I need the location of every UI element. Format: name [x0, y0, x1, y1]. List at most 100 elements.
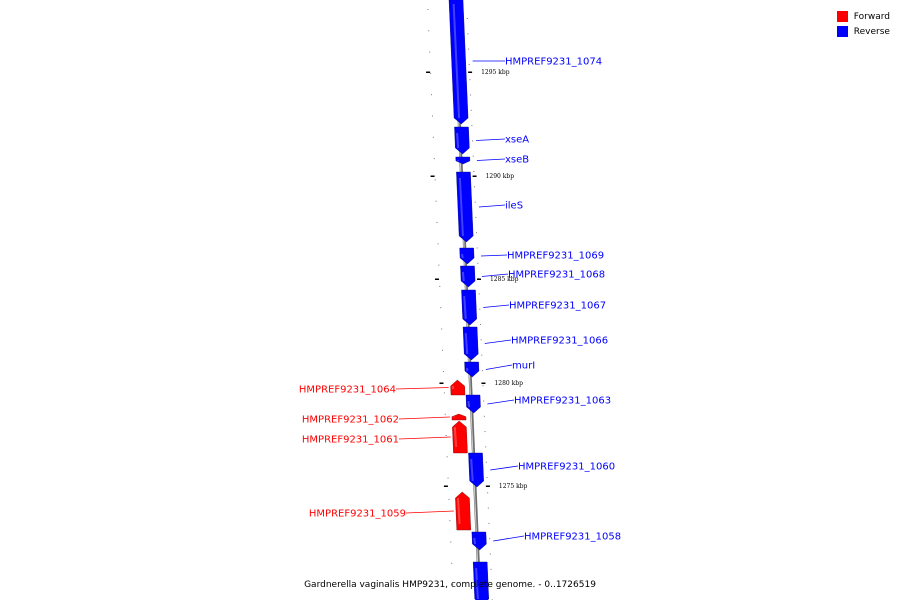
gene-feature[interactable]: HMPREF9231_1066	[462, 326, 608, 361]
gene-label[interactable]: HMPREF9231_1074	[505, 57, 602, 68]
kbp-tick-label: 1295 kbp	[481, 69, 510, 76]
forward-gene-arrow[interactable]	[455, 491, 471, 531]
legend-forward[interactable]: Forward	[836, 9, 890, 24]
gene-label[interactable]: HMPREF9231_1064	[299, 385, 396, 396]
reverse-gene-arrow[interactable]	[465, 394, 481, 414]
reverse-gene-arrow[interactable]	[464, 361, 480, 378]
major-tick	[434, 278, 439, 280]
minor-tick	[427, 9, 429, 10]
gene-feature[interactable]: HMPREF9231_1074	[448, 0, 602, 125]
gene-feature[interactable]: murI	[464, 361, 536, 378]
minor-tick	[472, 140, 474, 142]
minor-tick	[477, 262, 479, 264]
gene-feature[interactable]: xseB	[455, 155, 530, 166]
gene-feature[interactable]	[472, 561, 489, 600]
gene-feature[interactable]: HMPREF9231_1068	[460, 265, 605, 288]
gene-shading	[452, 3, 461, 119]
minor-tick	[450, 541, 452, 543]
minor-tick	[440, 307, 442, 309]
gene-feature[interactable]: HMPREF9231_1058	[471, 531, 621, 551]
minor-tick	[445, 435, 447, 436]
major-tick	[430, 175, 435, 177]
gene-label[interactable]: HMPREF9231_1061	[302, 435, 399, 446]
ruler-ticks	[426, 9, 493, 600]
reverse-gene-arrow[interactable]	[460, 265, 476, 288]
gene-feature[interactable]: ileS	[456, 171, 523, 243]
minor-tick	[476, 247, 478, 249]
forward-gene-arrow[interactable]	[450, 379, 466, 396]
minor-tick	[430, 72, 432, 74]
gene-label[interactable]: ileS	[505, 201, 523, 212]
minor-tick	[483, 400, 485, 402]
gene-feature[interactable]: HMPREF9231_1067	[461, 289, 606, 326]
reverse-gene-arrow[interactable]	[461, 289, 477, 326]
reverse-gene-arrow[interactable]	[454, 126, 470, 155]
gene-label[interactable]: HMPREF9231_1062	[302, 415, 399, 426]
gene-leader-line	[481, 273, 509, 277]
gene-label[interactable]: HMPREF9231_1059	[309, 509, 406, 520]
legend-forward-label: Forward	[853, 11, 890, 22]
gene-feature[interactable]: HMPREF9231_1059	[309, 491, 471, 531]
reverse-gene-arrow[interactable]	[472, 561, 489, 600]
gene-label[interactable]: murI	[512, 361, 535, 372]
reverse-gene-arrow[interactable]	[456, 171, 474, 243]
reverse-gene-arrow[interactable]	[462, 326, 479, 361]
minor-tick	[468, 63, 470, 65]
gene-label[interactable]: HMPREF9231_1058	[524, 532, 621, 543]
reverse-gene-arrow[interactable]	[468, 452, 484, 488]
gene-label[interactable]: HMPREF9231_1067	[509, 301, 606, 312]
gene-label[interactable]: HMPREF9231_1060	[518, 462, 615, 473]
gene-shading	[475, 567, 479, 600]
gene-shading	[461, 271, 465, 282]
minor-tick	[491, 584, 493, 586]
legend-reverse-label: Reverse	[853, 26, 890, 37]
minor-tick	[438, 264, 440, 266]
reverse-gene-arrow[interactable]	[459, 247, 475, 265]
reverse-gene-arrow[interactable]	[455, 156, 471, 165]
gene-feature[interactable]: HMPREF9231_1064	[299, 379, 466, 396]
strand-legend: Forward Reverse	[836, 9, 890, 39]
forward-gene-arrow[interactable]	[452, 420, 468, 454]
gene-feature[interactable]: HMPREF9231_1069	[459, 247, 604, 265]
minor-tick	[473, 171, 475, 172]
minor-tick	[480, 339, 482, 341]
minor-tick	[447, 477, 449, 479]
gene-feature[interactable]: HMPREF9231_1062	[302, 413, 467, 426]
minor-tick	[439, 285, 441, 287]
gene-shading	[456, 497, 461, 525]
gene-label[interactable]: HMPREF9231_1063	[514, 396, 611, 407]
gene-label[interactable]: xseA	[505, 135, 529, 146]
minor-tick	[479, 324, 481, 325]
gene-label[interactable]: HMPREF9231_1069	[507, 251, 604, 262]
reverse-gene-arrow[interactable]	[448, 0, 469, 125]
major-tick	[485, 485, 490, 487]
minor-tick	[449, 520, 451, 522]
gene-leader-line	[483, 304, 510, 308]
major-tick	[468, 71, 473, 73]
minor-tick	[488, 522, 490, 524]
kbp-tick-label: 1275 kbp	[499, 483, 528, 490]
gene-shading	[461, 253, 464, 259]
major-tick	[476, 278, 481, 280]
gene-shading	[458, 177, 464, 237]
forward-gene-arrow[interactable]	[451, 413, 467, 421]
minor-tick	[474, 186, 476, 188]
gene-label[interactable]: HMPREF9231_1068	[508, 270, 605, 281]
gene-feature[interactable]: HMPREF9231_1061	[302, 420, 468, 454]
gene-label[interactable]: HMPREF9231_1066	[511, 336, 608, 347]
minor-tick	[442, 349, 444, 351]
gene-shading	[464, 332, 469, 355]
gene-leader-line	[405, 510, 454, 514]
minor-tick	[443, 392, 445, 394]
reverse-gene-arrow[interactable]	[471, 531, 487, 551]
gene-shading	[470, 458, 474, 482]
gene-label[interactable]: xseB	[505, 155, 529, 166]
gene-feature[interactable]: xseA	[454, 126, 529, 155]
minor-tick	[444, 413, 446, 415]
minor-tick	[470, 109, 472, 111]
gene-feature[interactable]: HMPREF9231_1063	[465, 394, 611, 414]
gene-feature[interactable]: HMPREF9231_1060	[468, 452, 615, 488]
legend-reverse[interactable]: Reverse	[836, 24, 890, 39]
